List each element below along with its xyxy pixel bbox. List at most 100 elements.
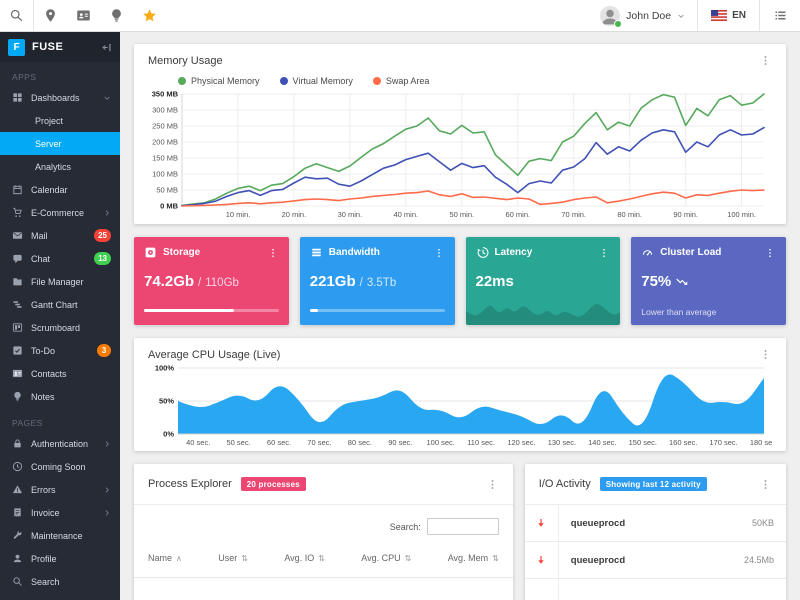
svg-text:150 sec.: 150 sec. bbox=[629, 438, 657, 447]
column-header-name[interactable]: Name ∧ bbox=[148, 553, 182, 563]
bottom-row: Process Explorer 20 processes Search: Na… bbox=[134, 464, 786, 600]
chevron-right-icon bbox=[103, 486, 111, 494]
svg-text:80 sec.: 80 sec. bbox=[348, 438, 372, 447]
toolbar-divider bbox=[697, 0, 699, 31]
sidebar-item-coming-soon[interactable]: Coming Soon bbox=[0, 455, 120, 478]
svg-text:60 sec.: 60 sec. bbox=[267, 438, 291, 447]
process-explorer-title: Process Explorer bbox=[148, 478, 232, 490]
io-row[interactable]: queueprocd 50KB bbox=[524, 505, 786, 542]
sidebar-item-notes[interactable]: Notes bbox=[0, 385, 120, 408]
kebab-menu-button[interactable] bbox=[486, 478, 499, 491]
svg-text:180 sec.: 180 sec. bbox=[750, 438, 772, 447]
svg-text:140 sec.: 140 sec. bbox=[588, 438, 616, 447]
wrench-icon bbox=[12, 530, 23, 541]
chevron-right-icon bbox=[103, 209, 111, 217]
sidebar-item-authentication[interactable]: Authentication bbox=[0, 432, 120, 455]
column-header-user[interactable]: User ⇅ bbox=[218, 553, 248, 563]
sidebar-item-profile[interactable]: Profile bbox=[0, 547, 120, 570]
legend-label: Virtual Memory bbox=[292, 76, 353, 86]
svg-text:30 min.: 30 min. bbox=[338, 210, 363, 219]
sidebar-item-label: Notes bbox=[31, 391, 55, 402]
sidebar-item-e-commerce[interactable]: E-Commerce bbox=[0, 201, 120, 224]
sort-icon: ∧ bbox=[176, 553, 182, 563]
io-size: 24.5Mb bbox=[743, 555, 774, 565]
language-selector[interactable]: EN bbox=[698, 0, 759, 31]
kebab-menu-button[interactable] bbox=[759, 478, 772, 491]
sidebar-item-to-do[interactable]: To-Do 3 bbox=[0, 339, 120, 362]
quick-panel-menu-icon[interactable] bbox=[760, 0, 800, 31]
column-header-avg-cpu[interactable]: Avg. CPU ⇅ bbox=[361, 553, 411, 563]
arrow-down-icon bbox=[525, 505, 559, 541]
svg-text:40 min.: 40 min. bbox=[393, 210, 418, 219]
io-row[interactable]: queueprocd 24.5Mb bbox=[524, 542, 786, 579]
process-search-input[interactable] bbox=[426, 518, 499, 535]
svg-text:110 sec.: 110 sec. bbox=[467, 438, 495, 447]
sidebar-item-server[interactable]: Server bbox=[0, 132, 120, 155]
kebab-menu-button[interactable] bbox=[764, 247, 776, 259]
io-activity-title: I/O Activity bbox=[538, 478, 591, 490]
sidebar-item-label: Maintenance bbox=[31, 530, 83, 541]
io-row-icon-cell bbox=[525, 579, 559, 600]
sidebar-item-search[interactable]: Search bbox=[0, 570, 120, 593]
stat-value: 74.2Gb bbox=[144, 273, 195, 290]
kebab-menu-button[interactable] bbox=[598, 247, 610, 259]
clock-icon bbox=[12, 461, 23, 472]
legend-item: Virtual Memory bbox=[279, 76, 353, 86]
chevron-down-icon bbox=[103, 94, 111, 102]
svg-text:90 min.: 90 min. bbox=[673, 210, 698, 219]
process-explorer-card: Process Explorer 20 processes Search: Na… bbox=[134, 464, 513, 600]
top-toolbar: John Doe EN bbox=[0, 0, 800, 32]
legend-dot bbox=[372, 77, 381, 85]
sidebar-item-contacts[interactable]: Contacts bbox=[0, 362, 120, 385]
stat-value: 22ms bbox=[475, 273, 514, 290]
svg-text:0%: 0% bbox=[163, 430, 174, 439]
svg-text:170 sec.: 170 sec. bbox=[709, 438, 737, 447]
user-menu-button[interactable]: John Doe bbox=[588, 0, 697, 31]
sidebar-section-label: APPS bbox=[12, 72, 37, 82]
kebab-menu-button[interactable] bbox=[433, 247, 445, 259]
kebab-menu-button[interactable] bbox=[267, 247, 279, 259]
cluster-load-card: Cluster Load 75% Lower than average bbox=[631, 237, 786, 325]
svg-text:120 sec.: 120 sec. bbox=[507, 438, 535, 447]
sidebar-item-label: E-Commerce bbox=[31, 207, 85, 218]
sidebar-item-dashboards[interactable]: Dashboards bbox=[0, 86, 120, 109]
toolbar-right: John Doe EN bbox=[588, 0, 800, 31]
place-icon[interactable] bbox=[34, 0, 67, 31]
sidebar-item-label: Dashboards bbox=[31, 92, 80, 103]
io-process-name: queueprocd bbox=[570, 554, 626, 566]
sidebar-item-label: Authentication bbox=[31, 438, 89, 449]
sidebar-item-chat[interactable]: Chat 13 bbox=[0, 247, 120, 270]
sidebar-item-label: File Manager bbox=[31, 276, 84, 287]
lightbulb-icon[interactable] bbox=[100, 0, 133, 31]
sidebar-collapse-icon[interactable] bbox=[101, 42, 112, 53]
contacts-card-icon[interactable] bbox=[67, 0, 100, 31]
stat-value: 221Gb bbox=[309, 273, 356, 290]
kebab-menu-button[interactable] bbox=[759, 348, 772, 361]
search-icon[interactable] bbox=[0, 0, 33, 31]
column-label: User bbox=[218, 553, 238, 563]
sidebar-nav: APPS Dashboards Project Server Analytics Cale… bbox=[0, 62, 120, 593]
stats-row: Storage 74.2Gb/110Gb Bandwidth 221Gb/3.5Tb L… bbox=[134, 237, 786, 325]
sidebar-item-file-manager[interactable]: File Manager bbox=[0, 270, 120, 293]
star-icon[interactable] bbox=[133, 0, 166, 31]
legend-label: Swap Area bbox=[385, 76, 430, 86]
sidebar-item-invoice[interactable]: Invoice bbox=[0, 501, 120, 524]
column-header-avg-io[interactable]: Avg. IO ⇅ bbox=[284, 553, 325, 563]
sidebar-item-gantt-chart[interactable]: Gantt Chart bbox=[0, 293, 120, 316]
gauge-icon bbox=[641, 246, 654, 259]
column-header-avg-mem[interactable]: Avg. Mem ⇅ bbox=[448, 553, 499, 563]
latency-sparkline bbox=[465, 303, 621, 325]
sidebar-item-calendar[interactable]: Calendar bbox=[0, 178, 120, 201]
sidebar-item-analytics[interactable]: Analytics bbox=[0, 155, 120, 178]
sidebar-item-label: Invoice bbox=[31, 507, 60, 518]
sidebar-item-mail[interactable]: Mail 25 bbox=[0, 224, 120, 247]
board-icon bbox=[12, 322, 23, 333]
kebab-menu-button[interactable] bbox=[759, 54, 772, 67]
progress-fill bbox=[144, 309, 235, 312]
sidebar-item-maintenance[interactable]: Maintenance bbox=[0, 524, 120, 547]
sidebar-item-errors[interactable]: Errors bbox=[0, 478, 120, 501]
toolbar-shortcuts bbox=[34, 0, 166, 31]
sidebar-item-scrumboard[interactable]: Scrumboard bbox=[0, 316, 120, 339]
svg-text:40 sec.: 40 sec. bbox=[186, 438, 210, 447]
sidebar-item-project[interactable]: Project bbox=[0, 109, 120, 132]
